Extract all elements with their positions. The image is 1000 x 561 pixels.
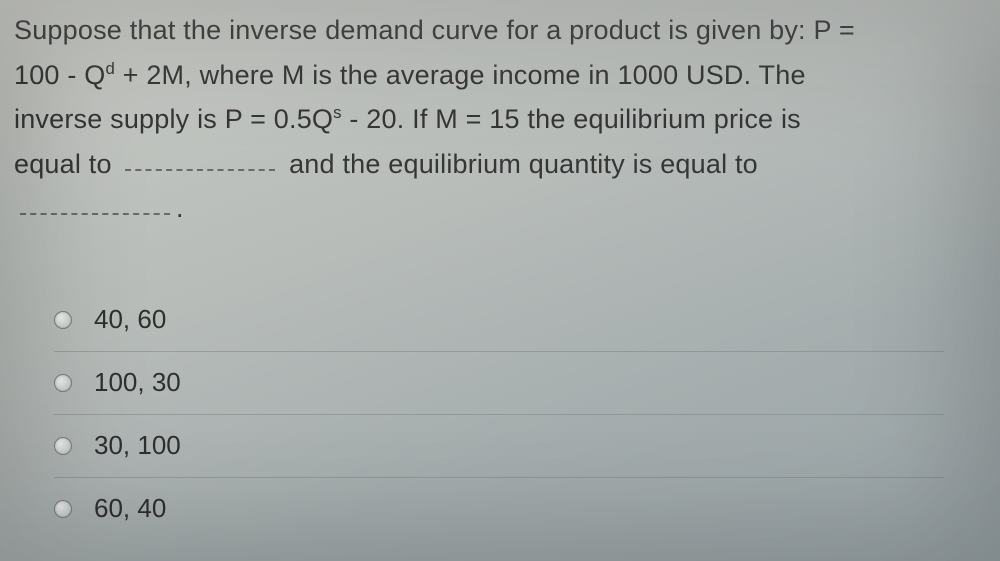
blank-quantity — [20, 193, 170, 215]
question-sup-s: s — [333, 103, 342, 122]
blank-price — [125, 148, 275, 170]
radio-icon[interactable] — [54, 437, 72, 455]
question-text-line4b: and the equilibrium quantity is equal to — [281, 149, 758, 179]
option-4[interactable]: 60, 40 — [54, 478, 944, 540]
option-1-label: 40, 60 — [94, 304, 166, 335]
radio-icon[interactable] — [54, 374, 72, 392]
question-text-line2b: + 2M, where M is the average income in 1… — [115, 60, 806, 90]
question-text-line2a: 100 - Q — [14, 60, 105, 90]
option-2[interactable]: 100, 30 — [54, 352, 944, 415]
question-text-line3b: - 20. If M = 15 the equilibrium price is — [342, 104, 801, 134]
question-text-line4a: equal to — [14, 149, 119, 179]
question-sup-d: d — [105, 59, 115, 78]
options-list: 40, 60 100, 30 30, 100 60, 40 — [0, 289, 1000, 540]
option-3[interactable]: 30, 100 — [54, 415, 944, 478]
radio-icon[interactable] — [54, 311, 72, 329]
question-text-line1: Suppose that the inverse demand curve fo… — [14, 15, 855, 45]
option-4-label: 60, 40 — [94, 493, 166, 524]
radio-icon[interactable] — [54, 500, 72, 518]
option-3-label: 30, 100 — [94, 430, 181, 461]
question-period: . — [176, 193, 184, 223]
option-1[interactable]: 40, 60 — [54, 289, 944, 352]
question-text-line3a: inverse supply is P = 0.5Q — [14, 104, 333, 134]
option-2-label: 100, 30 — [94, 367, 181, 398]
question-stem: Suppose that the inverse demand curve fo… — [0, 0, 1000, 231]
